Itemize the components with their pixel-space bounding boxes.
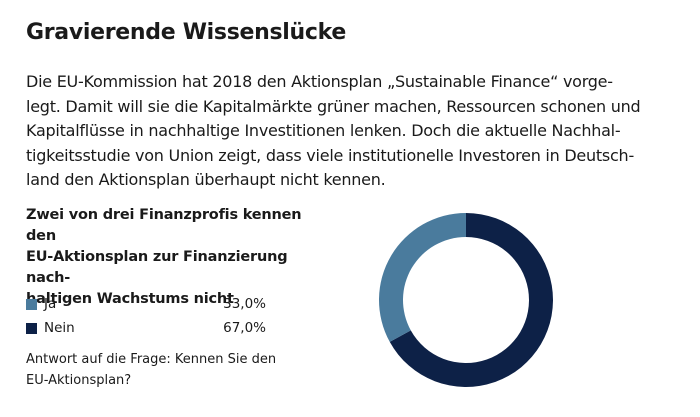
- legend-item-nein: Nein 67,0%: [26, 316, 266, 340]
- chart-title-line: Zwei von drei Finanzprofis kennen den: [26, 207, 302, 244]
- intro-text: Die EU-Kommission hat 2018 den Aktionspl…: [26, 70, 676, 193]
- chart-legend: Ja 33,0% Nein 67,0%: [26, 292, 266, 340]
- intro-line: legt. Damit will sie die Kapitalmärkte g…: [26, 96, 641, 116]
- chart-title: Zwei von drei Finanzprofis kennen den EU…: [26, 205, 326, 310]
- intro-line: tigkeitsstudie von Union zeigt, dass vie…: [26, 145, 634, 165]
- intro-line: Die EU-Kommission hat 2018 den Aktionspl…: [26, 72, 613, 91]
- chart-note-line: Antwort auf die Frage: Kennen Sie den: [26, 352, 277, 367]
- chart-note-line: EU-Aktionsplan?: [26, 373, 132, 388]
- donut-slice-nein: [389, 213, 554, 388]
- intro-line: Kapitalflüsse in nachhaltige Investition…: [26, 121, 621, 140]
- chart-note: Antwort auf die Frage: Kennen Sie den EU…: [26, 349, 326, 391]
- donut-slice-ja: [379, 213, 466, 342]
- chart-title-line: EU-Aktionsplan zur Finanzierung nach-: [26, 249, 288, 286]
- chart-title-line: haltigen Wachstums nicht: [26, 291, 234, 307]
- page-title: Gravierende Wissenslücke: [26, 20, 346, 45]
- legend-value-nein: 67,0%: [223, 320, 266, 336]
- legend-label-ja: Ja: [44, 296, 57, 312]
- legend-label-nein: Nein: [44, 320, 75, 336]
- legend-item-ja: Ja 33,0%: [26, 292, 266, 316]
- intro-line: land den Aktionsplan überhaupt nicht ken…: [26, 170, 386, 189]
- legend-swatch-nein: [26, 322, 37, 334]
- legend-swatch-ja: [26, 298, 37, 310]
- legend-value-ja: 33,0%: [223, 296, 266, 312]
